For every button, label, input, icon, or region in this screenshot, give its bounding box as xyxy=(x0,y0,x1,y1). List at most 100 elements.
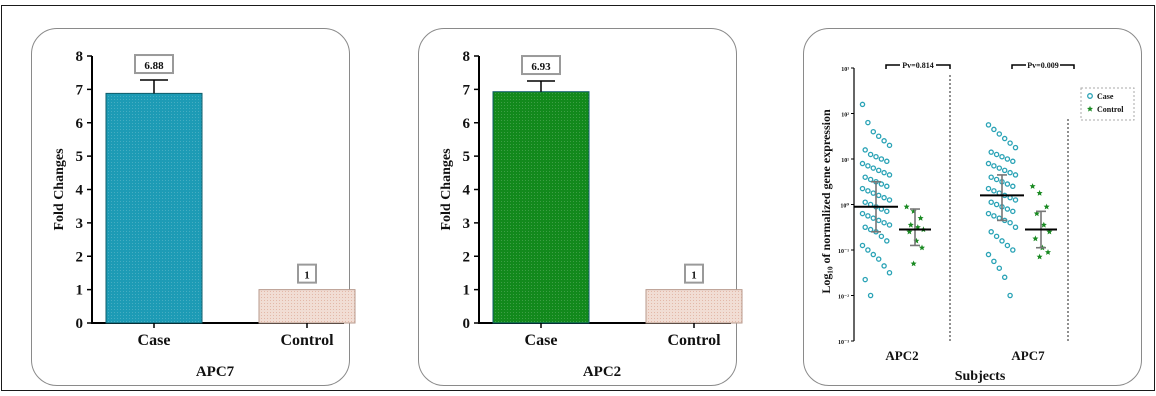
x-axis-label: APC2 xyxy=(583,364,621,380)
case-point xyxy=(985,122,992,128)
y-tick-label: 2 xyxy=(76,249,84,265)
case-point xyxy=(991,213,997,219)
case-point xyxy=(870,128,877,135)
y-axis-label: Fold Changes xyxy=(439,148,454,231)
y-tick-label: 0 xyxy=(463,316,471,332)
control-point xyxy=(907,221,914,228)
bar-control xyxy=(645,289,743,324)
panel-apc7: 0 1 2 3 4 5 6 7 8 Fold Changes 6.88 Case 1 Control APC… xyxy=(31,28,356,386)
y-tick-label: 6 xyxy=(76,116,84,132)
case-point xyxy=(1012,197,1019,203)
y-tick-label: 6 xyxy=(463,116,471,132)
x-axis-label: Subjects xyxy=(955,369,1006,384)
case-point xyxy=(988,199,994,205)
case-point xyxy=(985,160,992,167)
control-point xyxy=(1032,235,1039,242)
x-tick-label-case: Case xyxy=(525,332,558,349)
value-label-control: 1 xyxy=(691,270,697,282)
y-tick-label: 10⁻² xyxy=(838,295,849,301)
case-point xyxy=(1007,169,1013,176)
case-point xyxy=(873,153,879,160)
case-point xyxy=(881,219,887,226)
significance-bracket xyxy=(885,64,951,69)
case-point xyxy=(1007,292,1013,299)
y-tick-label: 3 xyxy=(463,216,471,232)
case-point xyxy=(881,194,887,201)
case-point xyxy=(875,217,882,224)
case-point xyxy=(1012,144,1019,151)
control-point xyxy=(914,224,921,230)
case-point xyxy=(985,185,992,192)
case-point xyxy=(859,160,866,167)
control-point xyxy=(910,260,917,267)
y-tick-label: 10³ xyxy=(841,67,849,73)
control-point xyxy=(906,228,913,235)
case-point xyxy=(1001,135,1008,142)
value-label-box xyxy=(297,263,317,284)
case-point xyxy=(859,185,866,192)
expression-scatter-chart: 10⁻³ 10⁻² 10⁻¹ 10⁰ 10¹ 10² 10³ Log₁₀ of normali… xyxy=(819,61,1135,384)
y-tick-label: 10² xyxy=(841,113,849,119)
case-point xyxy=(865,247,871,253)
case-point xyxy=(991,126,997,133)
value-label-box xyxy=(684,263,704,284)
y-tick-label: 7 xyxy=(76,82,84,98)
significance-bracket xyxy=(1011,64,1075,69)
case-point xyxy=(881,138,887,144)
legend-case-label: Case xyxy=(1097,92,1114,101)
p-value-label: Pv=0.814 xyxy=(902,61,933,70)
y-tick-label: 7 xyxy=(463,82,471,98)
case-point xyxy=(865,188,871,194)
case-point xyxy=(886,197,893,203)
case-point xyxy=(867,176,874,183)
legend-control-label: Control xyxy=(1097,105,1124,114)
case-point xyxy=(1012,224,1019,230)
case-point xyxy=(1010,208,1016,215)
case-point xyxy=(996,265,1003,271)
case-point xyxy=(870,251,877,258)
case-point xyxy=(988,174,994,180)
case-point xyxy=(862,276,868,283)
control-point xyxy=(1045,249,1051,255)
case-point xyxy=(862,224,868,230)
control-point xyxy=(1040,221,1047,228)
y-tick-label: 2 xyxy=(463,249,471,265)
y-tick-label: 8 xyxy=(76,49,84,65)
x-tick-label-apc7: APC7 xyxy=(1011,348,1045,363)
case-point xyxy=(1004,242,1011,249)
bar-case xyxy=(105,92,203,324)
case-point xyxy=(886,222,893,228)
case-point xyxy=(865,119,871,126)
case-point xyxy=(999,238,1005,244)
value-label-case: 6.93 xyxy=(531,61,551,73)
control-point xyxy=(1036,253,1043,260)
control-point xyxy=(1029,183,1036,189)
y-tick-label: 3 xyxy=(76,216,84,232)
case-point xyxy=(1010,247,1016,253)
case-point xyxy=(881,263,887,269)
case-point xyxy=(886,172,893,178)
value-label-box xyxy=(521,55,561,76)
case-point xyxy=(999,153,1005,160)
apc7-bar-chart: 0 1 2 3 4 5 6 7 8 Fold Changes 6.88 Case 1 Control APC… xyxy=(52,49,356,380)
y-tick-label: 5 xyxy=(76,149,84,165)
case-point xyxy=(862,147,868,153)
value-label-control: 1 xyxy=(304,270,310,282)
figure-frame xyxy=(1,5,1155,391)
control-point xyxy=(1036,189,1043,196)
case-point xyxy=(867,226,874,233)
panel-expression: 10⁻³ 10⁻² 10⁻¹ 10⁰ 10¹ 10² 10³ Log₁₀ of normali… xyxy=(803,28,1142,386)
case-point xyxy=(991,163,997,169)
legend-control-marker xyxy=(1087,105,1093,112)
case-point xyxy=(996,165,1003,171)
case-point xyxy=(870,165,877,171)
y-axis-label: Fold Changes xyxy=(52,148,67,231)
case-point xyxy=(1004,156,1011,162)
y-tick-label: 10⁰ xyxy=(840,203,849,210)
y-tick-label: 8 xyxy=(463,49,471,65)
x-tick-label-case: Case xyxy=(138,332,171,349)
case-point xyxy=(996,131,1003,137)
case-point xyxy=(875,192,882,199)
panel-apc2: 0 1 2 3 4 5 6 7 8 Fold Changes 6.93 Case 1 Control APC… xyxy=(418,28,743,386)
case-point xyxy=(875,167,882,174)
